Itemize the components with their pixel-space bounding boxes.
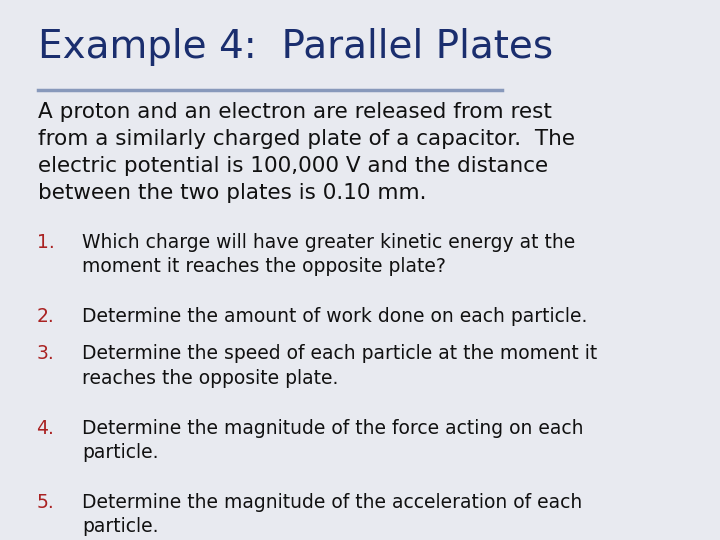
- Text: 2.: 2.: [37, 307, 54, 326]
- Text: 5.: 5.: [37, 492, 54, 512]
- Text: Example 4:  Parallel Plates: Example 4: Parallel Plates: [38, 28, 554, 66]
- Text: Determine the amount of work done on each particle.: Determine the amount of work done on eac…: [82, 307, 588, 326]
- Text: A proton and an electron are released from rest
from a similarly charged plate o: A proton and an electron are released fr…: [38, 102, 575, 203]
- Text: Determine the speed of each particle at the moment it
reaches the opposite plate: Determine the speed of each particle at …: [82, 345, 598, 388]
- Text: Determine the magnitude of the acceleration of each
particle.: Determine the magnitude of the accelerat…: [82, 492, 582, 536]
- Text: Determine the magnitude of the force acting on each
particle.: Determine the magnitude of the force act…: [82, 418, 584, 462]
- Text: 3.: 3.: [37, 345, 54, 363]
- Text: Which charge will have greater kinetic energy at the
moment it reaches the oppos: Which charge will have greater kinetic e…: [82, 233, 575, 276]
- Text: 1.: 1.: [37, 233, 54, 252]
- Text: 4.: 4.: [37, 418, 54, 437]
